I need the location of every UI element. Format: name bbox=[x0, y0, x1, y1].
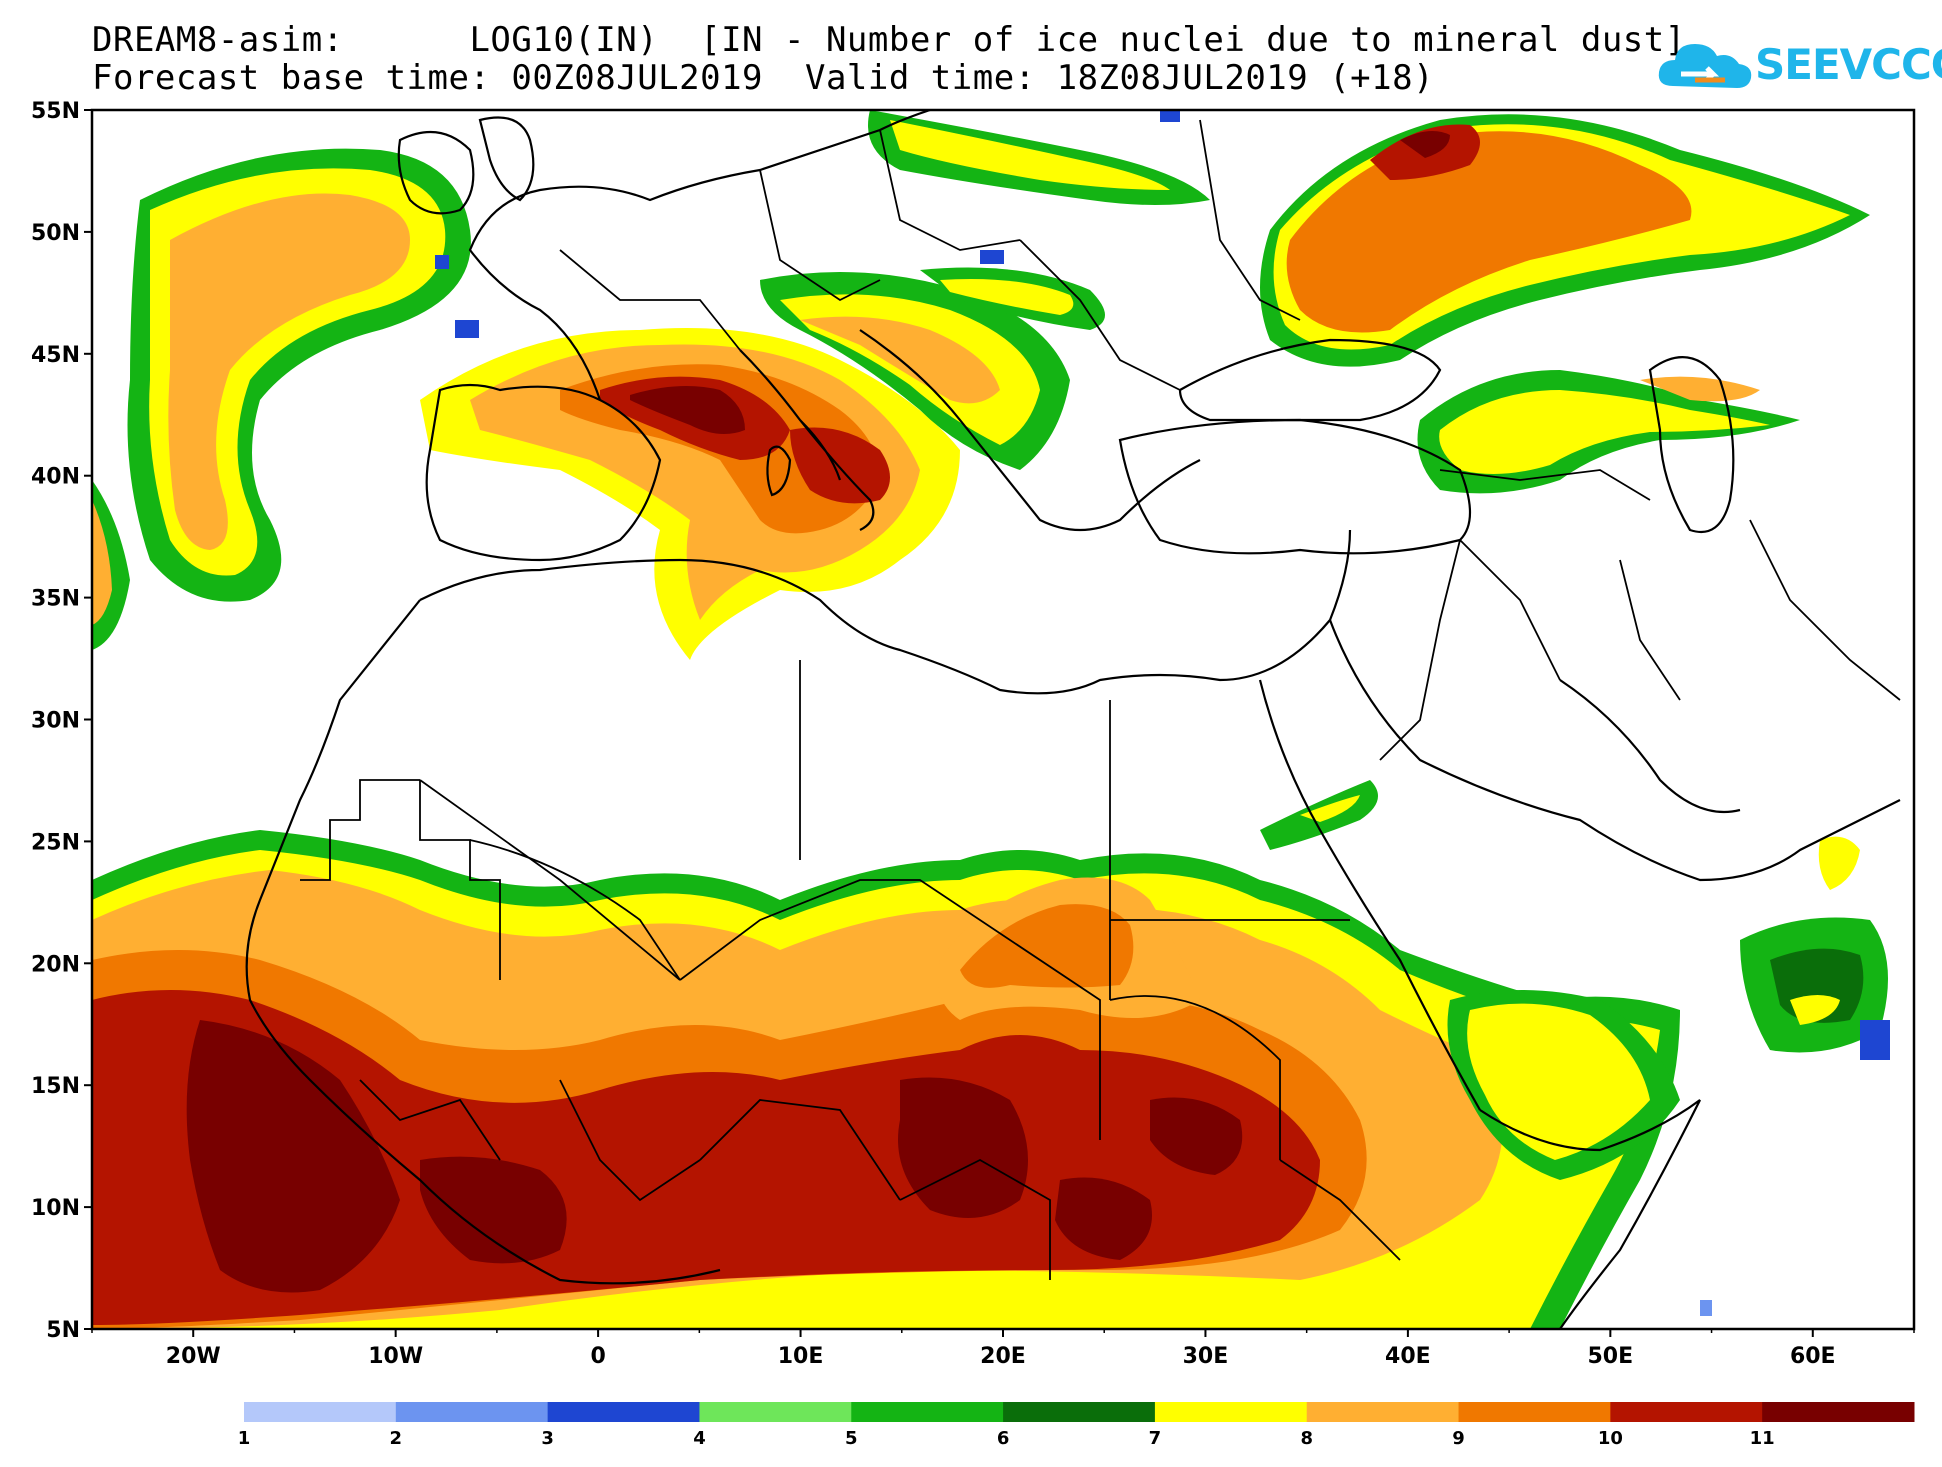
colorbar-swatch bbox=[547, 1402, 700, 1422]
lon-label: 10W bbox=[368, 1344, 423, 1369]
cloud-icon bbox=[1658, 44, 1752, 88]
colorbar-swatch bbox=[699, 1402, 852, 1422]
lon-label: 50E bbox=[1588, 1344, 1634, 1369]
lon-label: 40E bbox=[1385, 1344, 1431, 1369]
colorbar-label: 5 bbox=[845, 1428, 858, 1449]
colorbar-label: 6 bbox=[997, 1428, 1010, 1449]
atlantic-plume-core bbox=[168, 193, 410, 550]
colorbar-swatch bbox=[244, 1402, 397, 1422]
colorbar-label: 3 bbox=[541, 1428, 554, 1449]
colorbar-label: 1 bbox=[238, 1428, 251, 1449]
colorbar-swatch bbox=[1154, 1402, 1308, 1422]
colorbar-label: 2 bbox=[390, 1428, 403, 1449]
lon-label: 10E bbox=[778, 1344, 824, 1369]
country-borders bbox=[300, 119, 1901, 1280]
lon-label: 30E bbox=[1183, 1344, 1229, 1369]
colorbar-label: 9 bbox=[1452, 1428, 1465, 1449]
lon-label: 0 bbox=[590, 1344, 605, 1369]
lon-label: 20W bbox=[166, 1344, 221, 1369]
logo-text: SEEVCCC bbox=[1755, 40, 1942, 89]
sahel-dust-very-high bbox=[92, 990, 1320, 1325]
longitude-axis: 20W 10W 0 10E 20E 30E 40E 50E 60E bbox=[91, 1329, 1915, 1369]
russia-plume-mid bbox=[1286, 131, 1692, 333]
coastlines bbox=[245, 110, 1901, 1329]
map-title-line-2: Forecast base time: 00Z08JUL2019 Valid t… bbox=[92, 58, 1435, 98]
lon-label: 60E bbox=[1790, 1344, 1836, 1369]
colorbar-swatch bbox=[1458, 1402, 1611, 1422]
colorbar-label: 7 bbox=[1149, 1428, 1162, 1449]
lat-label: 5N bbox=[46, 1318, 80, 1343]
lat-label: 40N bbox=[31, 465, 80, 490]
lat-label: 35N bbox=[31, 587, 80, 612]
colorbar-label: 10 bbox=[1598, 1428, 1623, 1449]
colorbar-label: 4 bbox=[693, 1428, 706, 1449]
colorbar-swatch bbox=[851, 1402, 1004, 1422]
dust-field bbox=[92, 110, 1901, 1329]
lat-label: 30N bbox=[31, 709, 80, 734]
lat-label: 15N bbox=[31, 1074, 80, 1099]
colorbar-label: 8 bbox=[1300, 1428, 1313, 1449]
sahel-dust-peak-west bbox=[186, 1020, 400, 1293]
lat-label: 55N bbox=[31, 99, 80, 124]
colorbar-label: 11 bbox=[1750, 1428, 1775, 1449]
lat-label: 50N bbox=[31, 221, 80, 246]
colorbar-swatch bbox=[1610, 1402, 1763, 1422]
lat-label: 25N bbox=[31, 830, 80, 855]
colorbar: 1 2 3 4 5 6 7 8 9 10 11 bbox=[238, 1402, 1915, 1449]
map-title-line-1: DREAM8-asim: LOG10(IN) [IN - Number of i… bbox=[92, 20, 1686, 60]
colorbar-swatch bbox=[1762, 1402, 1915, 1422]
lat-label: 20N bbox=[31, 952, 80, 977]
lat-label: 10N bbox=[31, 1196, 80, 1221]
colorbar-swatch bbox=[1306, 1402, 1460, 1422]
colorbar-swatch bbox=[395, 1402, 549, 1422]
latitude-axis: 55N 50N 45N 40N 35N 30N 25N 20N 15N 10N 5N bbox=[31, 99, 92, 1343]
colorbar-swatch bbox=[1003, 1402, 1156, 1422]
lat-label: 45N bbox=[31, 343, 80, 368]
lon-label: 20E bbox=[980, 1344, 1026, 1369]
